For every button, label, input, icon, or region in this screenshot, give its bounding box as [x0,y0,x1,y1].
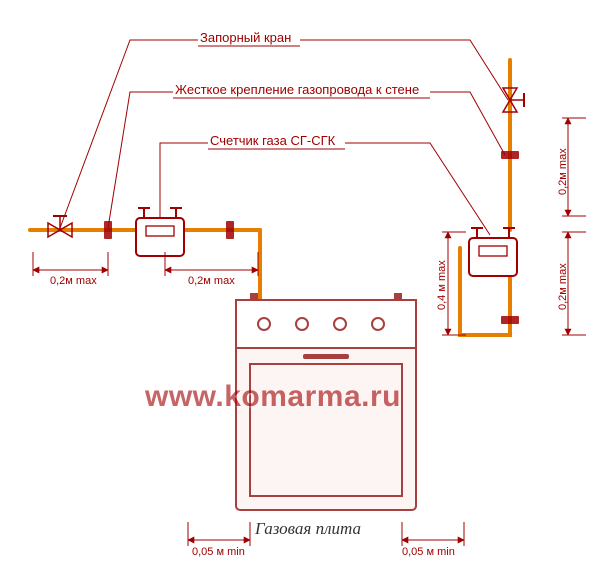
dim-vert-r1: 0,2м max [557,263,569,310]
label-meter: Счетчик газа СГ-СГК [210,133,335,148]
dim-left-2: 0,2м max [188,275,235,287]
dim-vert-mid: 0,4 м max [436,260,448,310]
label-valve: Запорный кран [200,30,291,45]
dim-vert-r2: 0,2м max [557,148,569,195]
dim-left-1: 0,2м max [50,275,97,287]
dim-bot-r: 0,05 м min [402,546,455,558]
label-stove: Газовая плита [255,519,361,539]
dim-bot-l: 0,05 м min [192,546,245,558]
label-mount: Жесткое крепление газопровода к стене [175,82,419,97]
watermark: www.komarma.ru [145,380,401,414]
shutoff-valves [48,88,524,237]
